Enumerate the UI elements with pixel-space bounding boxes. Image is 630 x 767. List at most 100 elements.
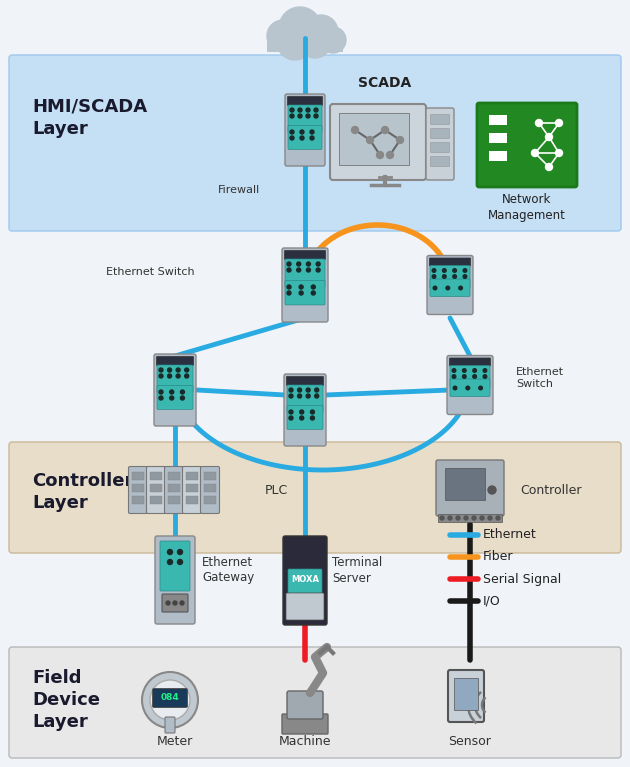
FancyBboxPatch shape [284,374,326,446]
FancyBboxPatch shape [132,484,144,492]
Circle shape [289,388,293,392]
FancyBboxPatch shape [489,151,507,161]
FancyBboxPatch shape [489,115,507,125]
Text: Machine: Machine [278,735,331,748]
FancyBboxPatch shape [282,714,328,734]
Circle shape [300,136,304,140]
FancyBboxPatch shape [287,691,323,719]
FancyBboxPatch shape [282,248,328,322]
FancyBboxPatch shape [132,472,144,480]
Circle shape [377,152,384,159]
Text: PLC: PLC [265,483,289,496]
FancyBboxPatch shape [427,255,473,314]
FancyBboxPatch shape [150,472,162,480]
Circle shape [314,114,318,118]
Circle shape [169,396,174,400]
Circle shape [306,388,310,392]
FancyBboxPatch shape [287,377,323,386]
Circle shape [472,516,476,520]
Circle shape [185,368,189,372]
Circle shape [442,268,446,272]
FancyBboxPatch shape [449,358,491,366]
Circle shape [386,152,394,159]
FancyBboxPatch shape [477,103,577,187]
Text: Terminal
Server: Terminal Server [332,555,382,584]
Circle shape [298,114,302,118]
FancyBboxPatch shape [129,466,147,513]
Circle shape [464,516,468,520]
Circle shape [446,286,450,290]
Text: MOXA: MOXA [291,575,319,584]
Circle shape [306,108,310,112]
FancyBboxPatch shape [430,258,471,266]
Text: 084: 084 [161,693,180,703]
Circle shape [176,368,180,372]
FancyBboxPatch shape [168,484,180,492]
Circle shape [310,136,314,140]
Circle shape [440,516,444,520]
Text: Sensor: Sensor [449,735,491,748]
FancyBboxPatch shape [339,113,409,165]
FancyBboxPatch shape [186,496,198,504]
FancyBboxPatch shape [445,468,485,500]
Circle shape [473,369,476,372]
FancyBboxPatch shape [168,496,180,504]
FancyBboxPatch shape [286,593,324,620]
Text: Field
Device
Layer: Field Device Layer [32,669,100,731]
Circle shape [320,27,346,53]
Circle shape [178,559,183,565]
Text: Ethernet
Gateway: Ethernet Gateway [202,555,255,584]
FancyBboxPatch shape [447,355,493,414]
FancyBboxPatch shape [165,717,175,733]
Circle shape [315,394,319,398]
Text: HMI/SCADA
Layer: HMI/SCADA Layer [32,98,147,138]
FancyBboxPatch shape [164,466,183,513]
Circle shape [304,15,338,49]
Text: Controller: Controller [520,483,581,496]
Circle shape [180,601,184,605]
Circle shape [159,374,163,378]
FancyBboxPatch shape [160,541,190,591]
Circle shape [463,275,467,278]
Circle shape [306,394,310,398]
FancyBboxPatch shape [183,466,202,513]
Circle shape [300,416,304,420]
FancyBboxPatch shape [430,156,449,166]
Circle shape [159,390,163,394]
FancyBboxPatch shape [9,55,621,231]
Circle shape [473,375,476,378]
Text: Controller
Layer: Controller Layer [32,472,134,512]
FancyBboxPatch shape [186,484,198,492]
Circle shape [479,387,483,390]
Circle shape [297,394,302,398]
Circle shape [453,268,456,272]
FancyBboxPatch shape [288,569,322,593]
Circle shape [316,262,320,266]
FancyBboxPatch shape [450,379,490,397]
Circle shape [311,416,314,420]
FancyBboxPatch shape [132,496,144,504]
Circle shape [311,410,314,414]
Circle shape [277,24,313,60]
Circle shape [463,268,467,272]
FancyBboxPatch shape [204,496,216,504]
Circle shape [287,262,291,266]
Circle shape [536,120,542,127]
Circle shape [462,375,466,378]
Circle shape [306,114,310,118]
FancyBboxPatch shape [168,472,180,480]
Circle shape [432,275,436,278]
FancyBboxPatch shape [430,143,449,153]
Circle shape [168,559,173,565]
Circle shape [315,388,319,392]
FancyBboxPatch shape [430,265,470,288]
Circle shape [311,291,315,295]
Circle shape [168,368,171,372]
Circle shape [297,268,301,272]
Circle shape [532,150,539,156]
Text: Ethernet
Switch: Ethernet Switch [516,367,564,389]
Circle shape [180,390,185,394]
Circle shape [300,410,304,414]
FancyBboxPatch shape [287,385,323,413]
Circle shape [316,268,320,272]
